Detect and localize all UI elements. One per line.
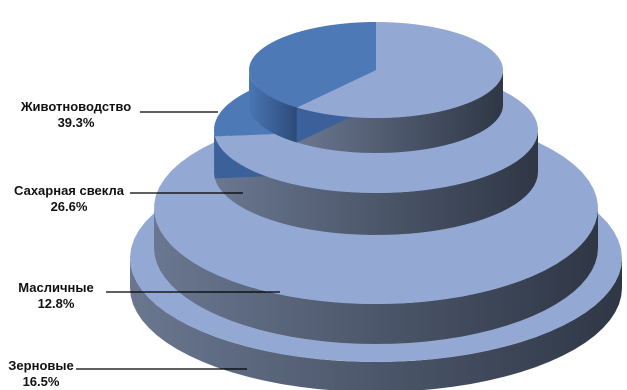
tier-side-rest — [214, 130, 538, 235]
label-grains: Зерновые 16.5% — [6, 358, 76, 390]
category-label: Животноводство — [20, 99, 132, 114]
value-label: 12.8% — [37, 296, 75, 311]
label-livestock: Животноводство 39.3% — [6, 99, 146, 131]
label-oilseeds: Масличные 12.8% — [6, 280, 106, 312]
value-label: 39.3% — [57, 115, 95, 130]
value-label: 16.5% — [22, 374, 60, 389]
tier-side-rest — [130, 258, 622, 390]
tier-top-slice — [249, 22, 376, 108]
value-label: 26.6% — [50, 199, 88, 214]
tier-top-rest — [296, 22, 503, 118]
category-label: Зерновые — [8, 358, 74, 373]
category-label: Масличные — [18, 280, 94, 295]
tier-side-slice — [249, 70, 297, 143]
category-label: Сахарная свекла — [14, 183, 124, 198]
tier-side-rest — [154, 208, 598, 344]
label-sugar-beet: Сахарная свекла 26.6% — [4, 183, 134, 215]
tier-side-slice — [214, 130, 215, 179]
tier-side-rest — [296, 70, 503, 153]
